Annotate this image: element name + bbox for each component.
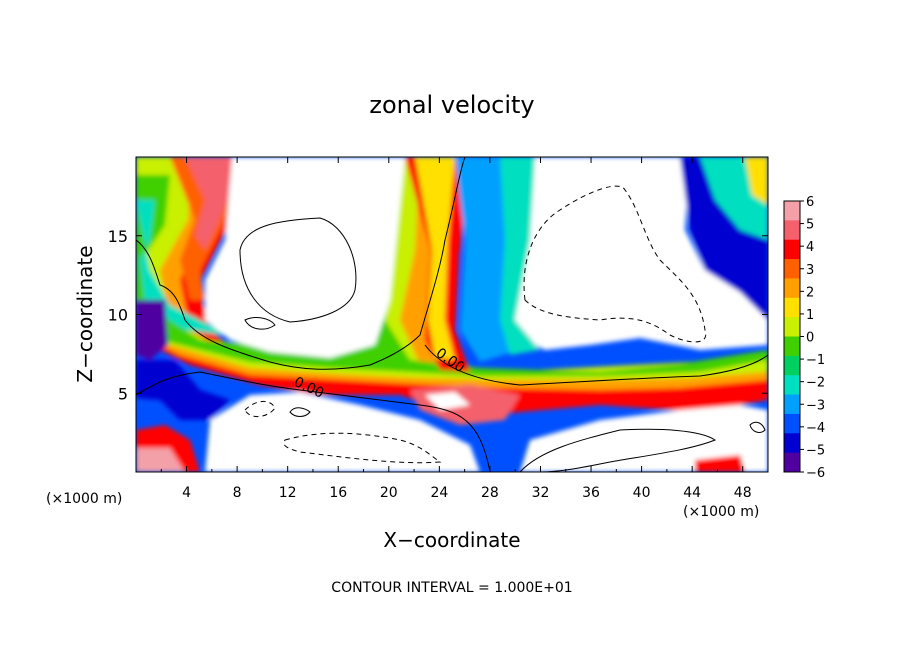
colorbar-swatch bbox=[784, 220, 800, 241]
x-tick-label: 24 bbox=[430, 485, 448, 501]
colorbar-swatch bbox=[784, 355, 800, 376]
y-tick-label: 15 bbox=[108, 227, 128, 246]
colorbar-swatch bbox=[784, 452, 800, 473]
colorbar-swatch bbox=[784, 394, 800, 415]
contour-interval-note: CONTOUR INTERVAL = 1.000E+01 bbox=[331, 580, 572, 596]
y-tick-label: 5 bbox=[118, 384, 128, 403]
colorbar-tick-label: 3 bbox=[806, 263, 814, 278]
colorbar-tick-label: 2 bbox=[806, 285, 814, 300]
colorbar-swatch bbox=[784, 259, 800, 279]
x-tick-label: 28 bbox=[481, 485, 499, 501]
colorbar-swatch bbox=[784, 239, 800, 260]
colorbar-swatch bbox=[784, 317, 800, 337]
colorbar-tick-label: 0 bbox=[806, 331, 814, 346]
colorbar-tick-label: −6 bbox=[806, 466, 825, 481]
colorbar-tick-label: −2 bbox=[806, 376, 825, 391]
x-tick-label: 4 bbox=[182, 485, 191, 501]
x-axis-label: X−coordinate bbox=[383, 528, 520, 552]
x-unit-right: (×1000 m) bbox=[683, 504, 759, 520]
x-tick-label: 16 bbox=[329, 485, 347, 501]
chart-title: zonal velocity bbox=[369, 91, 534, 119]
colorbar-swatch bbox=[784, 375, 800, 396]
x-tick-label: 12 bbox=[279, 485, 297, 501]
x-tick-label: 8 bbox=[233, 485, 242, 501]
colorbar-tick-label: 6 bbox=[806, 195, 814, 210]
x-tick-label: 40 bbox=[633, 485, 651, 501]
x-tick-label: 36 bbox=[582, 485, 600, 501]
x-tick-label: 32 bbox=[532, 485, 550, 501]
colorbar-swatch bbox=[784, 297, 800, 318]
colorbar-swatch bbox=[784, 201, 800, 221]
colorbar-tick-label: 5 bbox=[806, 218, 814, 233]
x-tick-label: 48 bbox=[734, 485, 752, 501]
colorbar-swatch bbox=[784, 278, 800, 299]
colorbar-tick-label: 1 bbox=[806, 308, 814, 323]
colorbar-tick-label: −3 bbox=[806, 398, 825, 413]
colorbar-tick-label: −1 bbox=[806, 353, 825, 368]
colorbar: 6 5 4 3 2 1 0 −1 −2 −3 −4 −5 −6 bbox=[783, 195, 825, 481]
x-tick-label: 44 bbox=[683, 485, 701, 501]
y-axis: 5 10 15 bbox=[108, 227, 768, 403]
colorbar-tick-label: 4 bbox=[806, 240, 814, 255]
x-unit-left: (×1000 m) bbox=[46, 491, 122, 507]
colorbar-tick-label: −4 bbox=[806, 421, 825, 436]
colorbar-swatch bbox=[784, 336, 800, 357]
y-tick-label: 10 bbox=[108, 306, 128, 325]
plot-area: 0.00 0.00 bbox=[136, 157, 768, 472]
y-axis-label: Z−coordinate bbox=[73, 245, 97, 382]
colorbar-tick-label: −5 bbox=[806, 443, 825, 458]
x-axis: 4 8 12 16 20 24 28 32 36 40 44 48 bbox=[160, 157, 752, 501]
colorbar-swatch bbox=[784, 413, 800, 434]
x-tick-label: 20 bbox=[380, 485, 398, 501]
colorbar-swatch bbox=[784, 433, 800, 454]
